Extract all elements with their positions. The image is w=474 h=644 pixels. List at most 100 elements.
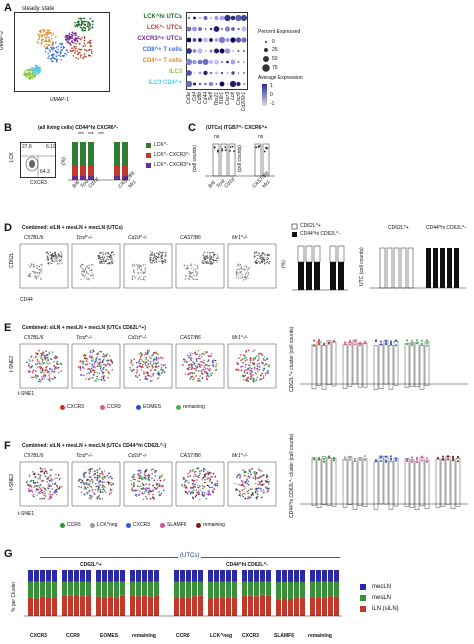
facs-event <box>211 251 213 253</box>
umap-cell <box>28 72 30 74</box>
tsne-cell <box>149 497 152 500</box>
umap-cell <box>45 47 47 50</box>
panel-d-count-bars <box>370 247 466 289</box>
facs-event <box>101 262 103 264</box>
tsne-cell <box>136 485 139 487</box>
tsne-cell <box>94 488 97 491</box>
expr-value: 1 <box>270 83 273 89</box>
tsne-cell <box>40 355 43 358</box>
tsne-cell <box>240 369 243 371</box>
tsne-cell <box>203 366 206 368</box>
dotplot-dot <box>231 71 235 75</box>
plot-title: Cd1d^-/- <box>128 453 148 459</box>
stacked-bar-segment <box>300 581 305 599</box>
tsne-cell <box>109 359 111 362</box>
tsne-cell <box>99 488 101 491</box>
tsne-cell <box>42 375 45 378</box>
tsne-cell <box>181 364 184 366</box>
replicate-dot <box>349 456 351 459</box>
panel-e-count-bars <box>300 339 468 390</box>
tsne-cell <box>188 364 190 367</box>
replicate-dot <box>395 344 397 347</box>
plot-3: CAST/B6 <box>175 236 225 292</box>
tsne-cell <box>258 362 261 365</box>
stacked-bar-segment <box>266 570 271 582</box>
stacked-bar-segment <box>232 581 237 598</box>
umap-cell <box>43 30 45 33</box>
umap-cell <box>49 32 52 34</box>
facs-event <box>59 261 61 263</box>
umap-cell <box>68 42 71 44</box>
stacked-bar-segment <box>174 570 179 582</box>
umap-cell <box>83 17 85 20</box>
tsne-cell <box>163 480 165 482</box>
tsne-cell <box>206 374 209 377</box>
tsne-cell <box>198 379 200 382</box>
facs-event <box>191 267 193 269</box>
facs-event <box>256 254 258 256</box>
umap-cell <box>32 72 34 75</box>
cluster-count-bar <box>326 457 332 506</box>
tsne-cell <box>192 361 194 363</box>
plot-border <box>227 243 277 289</box>
tsne-cell <box>258 353 260 355</box>
tsne-cell <box>139 490 141 493</box>
facs-event <box>209 257 211 259</box>
facs-event <box>111 254 113 257</box>
tsne-cell <box>80 491 83 493</box>
stacked-bar-segment <box>248 581 253 596</box>
tsne-cell <box>147 492 150 494</box>
tsne-cell <box>102 371 105 374</box>
facs-event <box>39 272 41 275</box>
tsne-cell <box>244 355 246 358</box>
tsne-cell <box>44 357 47 360</box>
tsne-cell <box>111 368 114 371</box>
dotplot-dot <box>193 72 196 74</box>
tsne-cell <box>145 371 147 374</box>
tsne-cell <box>27 488 30 490</box>
tsne-cell <box>253 366 256 369</box>
pct-bar-cd44 <box>298 262 304 290</box>
dotplot-dot <box>230 59 236 65</box>
count-bar-cd44 <box>447 248 452 288</box>
dotplot-dot <box>243 83 245 85</box>
tsne-cell <box>150 375 152 378</box>
tsne-cell <box>108 493 111 495</box>
tsne-cell <box>213 488 215 490</box>
tsne-cell <box>154 369 157 371</box>
facs-event <box>241 273 243 275</box>
tsne-cell <box>161 473 164 476</box>
tsne-cell <box>103 366 105 369</box>
tsne-cell <box>258 357 261 360</box>
tsne-cell <box>267 369 269 372</box>
umap-cell <box>55 35 57 38</box>
facs-event <box>238 272 240 274</box>
umap-cell <box>50 38 53 40</box>
tsne-cell <box>204 481 206 484</box>
tsne-cell <box>249 375 252 378</box>
facs-event <box>196 271 198 273</box>
tsne-cell <box>156 483 159 486</box>
facs-event <box>236 272 238 274</box>
tsne-cell <box>188 471 191 474</box>
umap-cell <box>71 50 73 52</box>
plot-title: CAST/B6 <box>180 453 201 459</box>
tsne-cell <box>42 480 45 482</box>
tsne-cell <box>42 369 44 371</box>
tsne-cell <box>189 371 192 374</box>
umap-cell <box>75 34 78 36</box>
tsne-cell <box>134 489 137 492</box>
facs-event <box>133 270 135 272</box>
tsne-cell <box>51 488 54 490</box>
count-bar <box>228 143 236 177</box>
facs-event <box>239 263 241 266</box>
facs-event <box>160 251 162 254</box>
tsne-cell <box>149 490 152 493</box>
tsne-cell <box>81 479 84 482</box>
tsne-cell <box>133 358 135 361</box>
tsne-cell <box>96 362 99 364</box>
tsne-cell <box>244 359 247 362</box>
tsne-cell <box>154 358 157 361</box>
stacked-bar-segment <box>154 570 159 582</box>
umap-cell <box>37 73 40 75</box>
